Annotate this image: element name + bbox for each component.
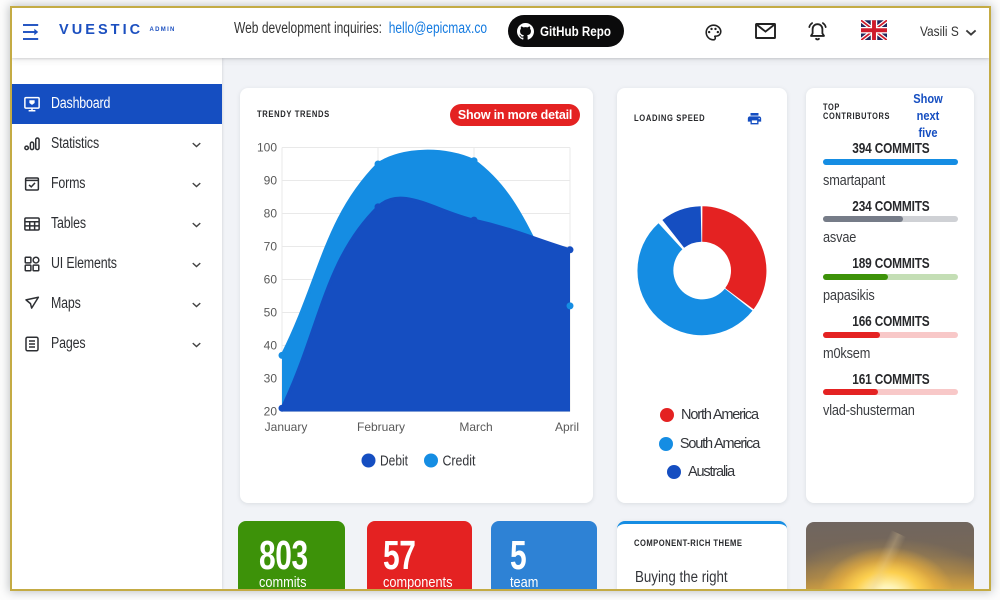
svg-text:April: April — [555, 420, 579, 434]
svg-text:90: 90 — [264, 173, 278, 187]
svg-text:30: 30 — [264, 371, 278, 385]
svg-text:80: 80 — [264, 206, 278, 220]
svg-text:70: 70 — [264, 239, 278, 253]
svg-text:Credit: Credit — [443, 452, 477, 469]
svg-text:March: March — [459, 420, 492, 434]
svg-text:February: February — [357, 420, 405, 434]
svg-text:20: 20 — [264, 404, 278, 418]
svg-text:60: 60 — [264, 272, 278, 286]
svg-text:40: 40 — [264, 338, 278, 352]
svg-text:January: January — [265, 420, 308, 434]
svg-text:Debit: Debit — [380, 452, 409, 469]
svg-text:100: 100 — [257, 140, 277, 154]
svg-text:50: 50 — [264, 305, 278, 319]
